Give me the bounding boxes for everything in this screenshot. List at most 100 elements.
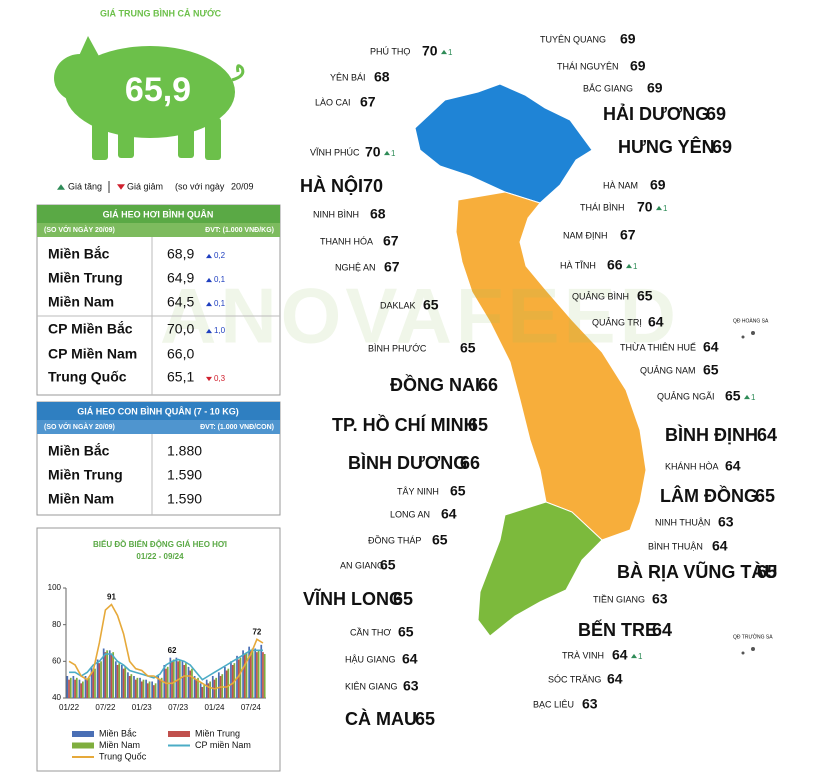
province-change: 1 [633,262,638,271]
x-tick-label: 07/24 [241,703,262,712]
province-name: TRÀ VINH [562,650,604,660]
province-change: 1 [638,652,643,661]
bar [217,672,220,698]
province-name: BÌNH DƯƠNG [348,452,467,473]
line [68,603,264,690]
row-name: Miền Trung [48,467,123,483]
province-price: 70 [363,176,383,196]
province-price: 63 [718,514,734,530]
bar [78,679,81,698]
bar [195,679,198,698]
province-price: 65 [703,362,719,378]
province-price: 70 [637,199,653,215]
chart-title: BIỂU ĐỒ BIẾN ĐỘNG GIÁ HEO HƠI [93,539,227,549]
data-label: 91 [107,593,116,602]
province-name: VĨNH PHÚC [310,147,360,157]
table-header [37,205,280,223]
province-name: HÀ NAM [603,180,638,190]
province-price: 65 [450,483,466,499]
bar [251,648,254,698]
bar [94,668,96,698]
province-name: LÂM ĐỒNG [660,485,758,506]
row-value: 1.590 [167,491,202,507]
bar [108,650,111,698]
data-label: 62 [168,646,177,655]
province-name: HẢI DƯƠNG [603,103,709,124]
bar [227,668,230,698]
province-price: 70 [365,144,381,160]
row-change: 0,1 [214,275,226,284]
province-price: 64 [441,506,457,522]
bar [160,677,163,698]
province-price: 65 [757,562,777,582]
legend-label: Miền Bắc [99,728,137,738]
y-tick-label: 60 [52,656,61,665]
province-price: 64 [612,647,628,663]
bar [80,683,83,698]
province-price: 66 [460,453,480,473]
island [751,331,755,335]
x-tick-label: 01/24 [204,703,225,712]
bar [68,679,70,698]
province-name: HÀ TĨNH [560,260,596,270]
bar [203,685,205,698]
island [741,335,745,339]
bar [146,683,149,698]
legend-label: Trung Quốc [99,751,147,761]
row-change: 1,0 [214,326,226,335]
province-price: 69 [650,177,666,193]
island [741,651,745,655]
south-region [477,501,603,637]
header-title: GIÁ TRUNG BÌNH CẢ NƯỚC [100,7,222,18]
bar [181,661,184,698]
table-note: (SO VỚI NGÀY 20/09) [44,225,115,234]
province-name: SÓC TRĂNG [548,674,601,684]
x-tick-label: 01/22 [59,703,80,712]
island-label: QĐ TRƯỜNG SA [733,633,773,640]
bar [121,665,123,698]
row-name: CP Miền Nam [48,346,137,362]
province-name: QUẢNG NGÃI [657,390,715,401]
legend-compare: (so với ngày [175,181,225,191]
bar [209,681,211,698]
bar [106,650,108,698]
bar [98,663,101,698]
bar [230,661,232,698]
bar [104,652,107,698]
row-value: 1.880 [167,443,202,459]
province-name: THÁI NGUYÊN [557,61,619,71]
bar [169,657,172,698]
province-name: NINH BÌNH [313,209,359,219]
row-name: Miền Bắc [48,442,110,459]
table-subheader [37,223,280,237]
bar [211,676,214,698]
bar [175,657,178,698]
province-price: 70 [422,43,438,59]
bar [205,679,208,698]
line [69,649,263,681]
province-price: 63 [403,678,419,694]
province-price: 65 [423,297,439,313]
province-name: THÁI BÌNH [580,202,625,212]
province-name: NAM ĐỊNH [563,230,608,240]
province-price: 67 [360,94,376,110]
province-name: QUẢNG TRỊ [592,316,642,327]
bar [254,648,257,698]
province-name: BÌNH THUẬN [648,541,703,551]
province-price: 69 [620,31,636,47]
province-name: TUYÊN QUANG [540,34,606,44]
province-name: YÊN BÁI [330,72,366,82]
province-price: 65 [393,589,413,609]
province-price: 65 [380,557,396,573]
y-tick-label: 80 [52,620,61,629]
down-icon [117,184,125,190]
bar [263,654,266,698]
bar [245,652,248,698]
row-value: 66,0 [167,346,194,362]
province-price: 63 [582,696,598,712]
province-price: 64 [652,620,672,640]
legend-swatch [72,731,94,737]
province-name: VĨNH LONG [303,588,403,609]
bar [136,677,139,698]
legend-label: Miền Trung [195,728,240,738]
